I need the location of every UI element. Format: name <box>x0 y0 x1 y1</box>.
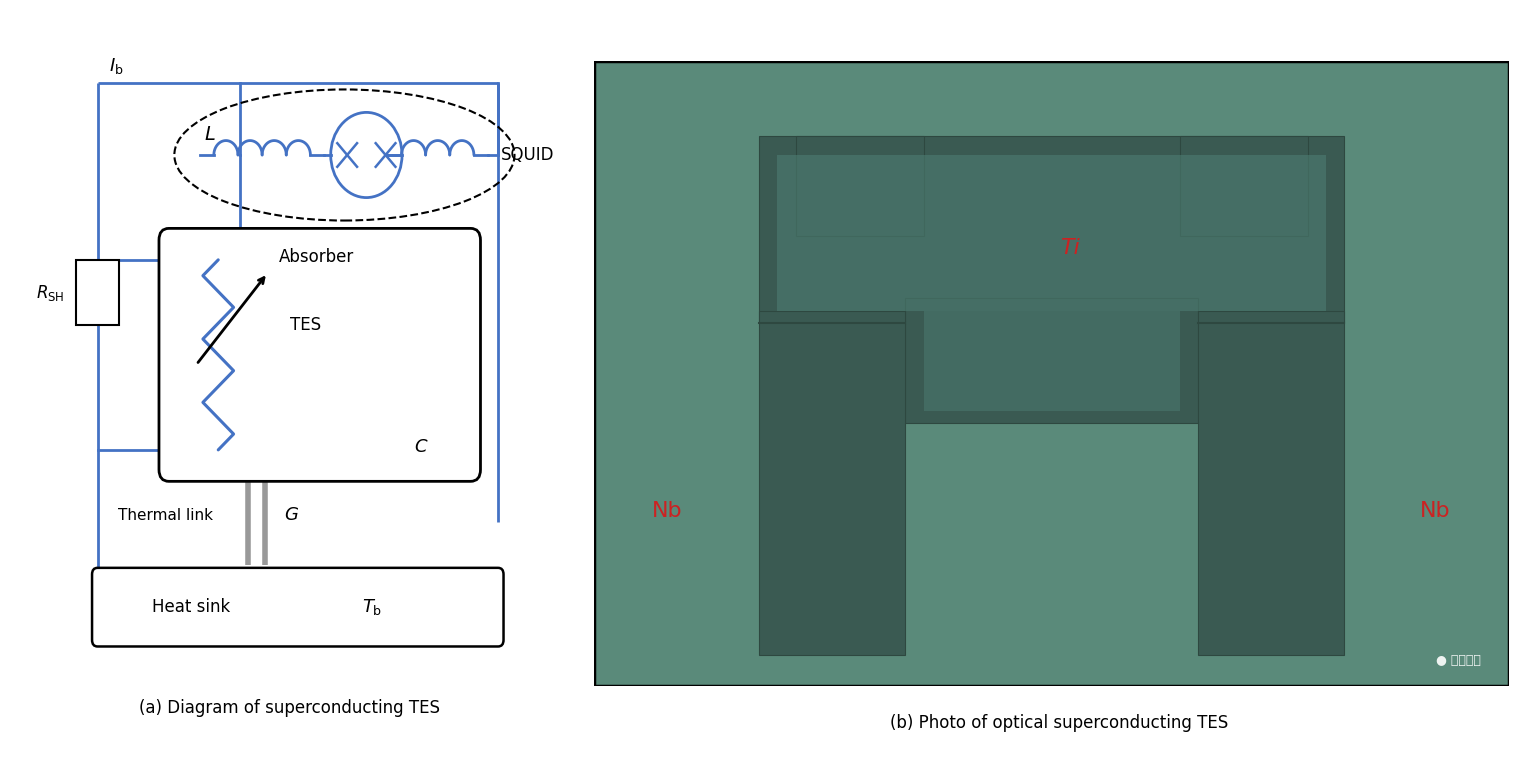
Bar <box>1198 311 1344 655</box>
Text: Ti: Ti <box>1061 239 1079 258</box>
Bar <box>1180 136 1308 236</box>
Text: $C$: $C$ <box>415 437 428 456</box>
Text: Absorber: Absorber <box>279 248 355 266</box>
FancyBboxPatch shape <box>76 260 119 325</box>
Bar <box>759 311 905 655</box>
Bar <box>777 155 1326 311</box>
Text: (a) Diagram of superconducting TES: (a) Diagram of superconducting TES <box>139 699 440 717</box>
Text: Heat sink: Heat sink <box>152 598 230 616</box>
Text: $G$: $G$ <box>283 507 299 524</box>
Text: Nb: Nb <box>1420 501 1451 521</box>
Bar <box>796 136 924 236</box>
Text: Thermal link: Thermal link <box>117 508 213 523</box>
Text: Nb: Nb <box>652 501 683 521</box>
Text: $R_\mathrm{SH}$: $R_\mathrm{SH}$ <box>37 283 64 303</box>
FancyBboxPatch shape <box>158 229 480 482</box>
Bar <box>924 311 1180 411</box>
Text: $T_\mathrm{b}$: $T_\mathrm{b}$ <box>361 597 383 617</box>
Bar <box>905 299 1198 424</box>
Text: SQUID: SQUID <box>501 146 555 164</box>
Text: ● 红外芯闻: ● 红外芯闻 <box>1437 654 1481 667</box>
FancyBboxPatch shape <box>91 568 503 646</box>
Text: TES: TES <box>291 316 322 335</box>
Bar <box>759 136 1344 323</box>
Text: $I_\mathrm{b}$: $I_\mathrm{b}$ <box>108 56 123 76</box>
Text: $L$: $L$ <box>204 124 216 143</box>
Text: (b) Photo of optical superconducting TES: (b) Photo of optical superconducting TES <box>890 713 1228 732</box>
